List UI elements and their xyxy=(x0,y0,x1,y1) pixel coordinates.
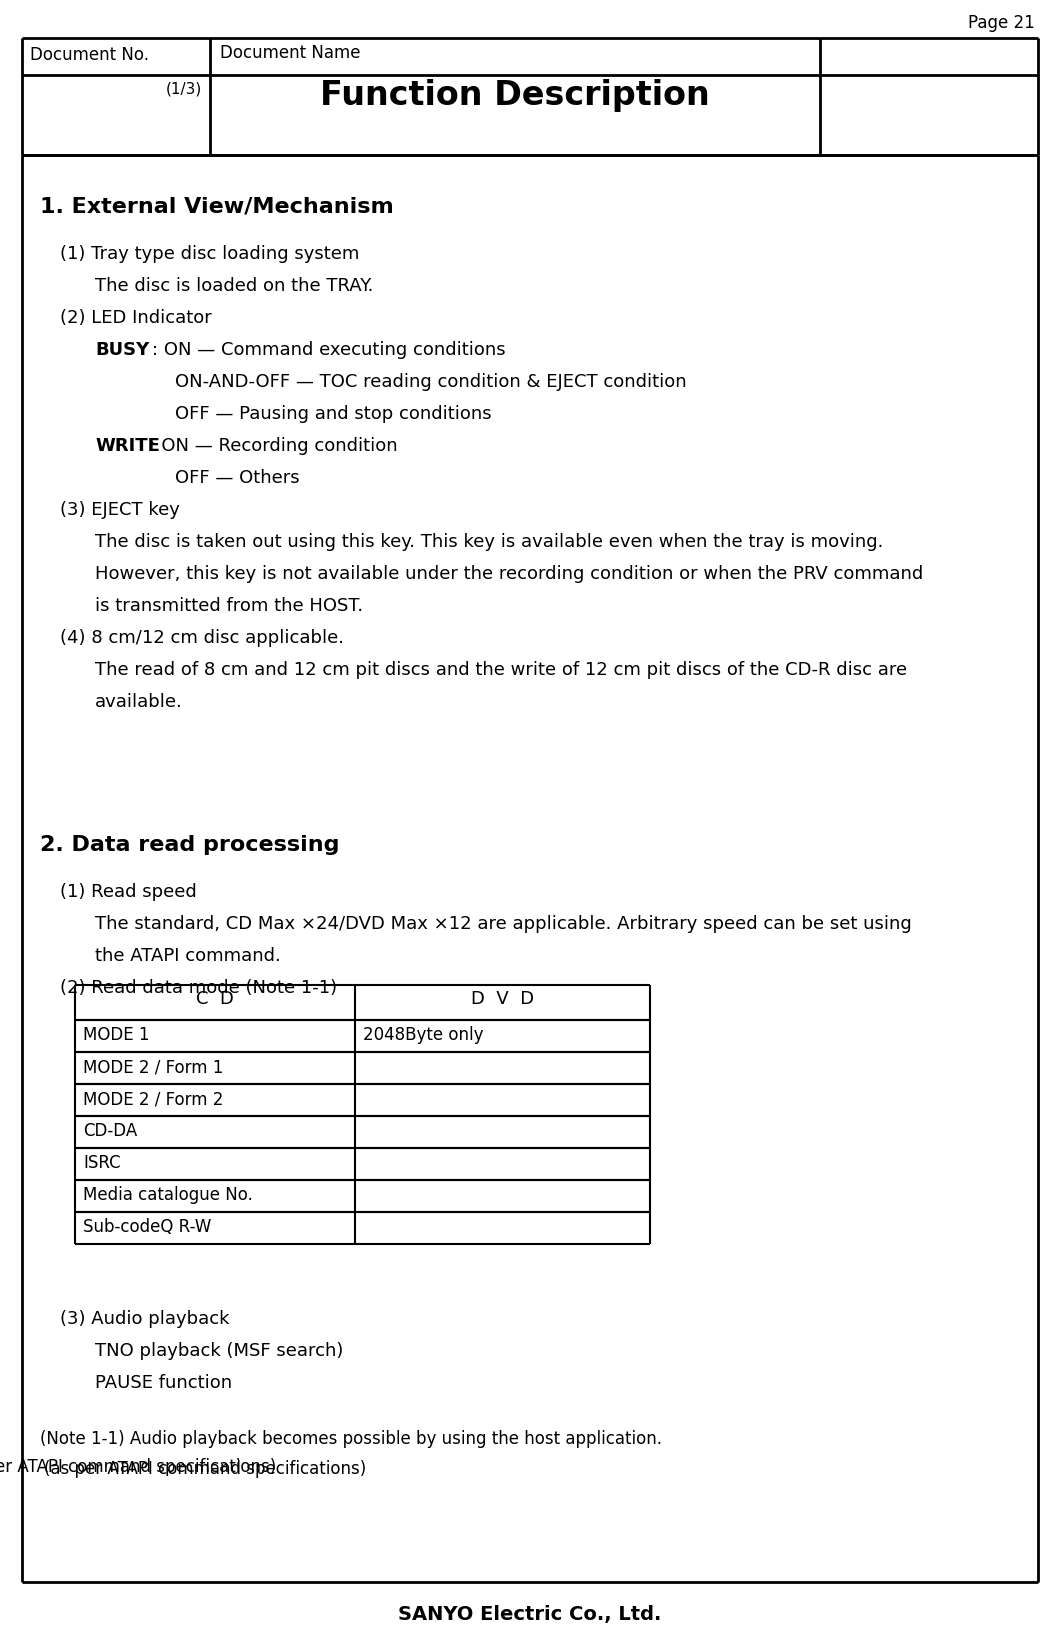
Text: MODE 1: MODE 1 xyxy=(83,1025,149,1043)
Text: The read of 8 cm and 12 cm pit discs and the write of 12 cm pit discs of the CD-: The read of 8 cm and 12 cm pit discs and… xyxy=(95,661,907,679)
Text: Document No.: Document No. xyxy=(30,46,149,63)
Text: 2. Data read processing: 2. Data read processing xyxy=(40,835,339,855)
Text: (1/3): (1/3) xyxy=(165,81,202,96)
Text: ISRC: ISRC xyxy=(83,1154,121,1172)
Text: (4) 8 cm/12 cm disc applicable.: (4) 8 cm/12 cm disc applicable. xyxy=(60,629,345,647)
Text: (1) Read speed: (1) Read speed xyxy=(60,882,197,900)
Text: MODE 2 / Form 1: MODE 2 / Form 1 xyxy=(83,1058,224,1076)
Text: CD-DA: CD-DA xyxy=(83,1121,137,1141)
Text: The disc is loaded on the TRAY.: The disc is loaded on the TRAY. xyxy=(95,276,373,296)
Text: Document Name: Document Name xyxy=(220,44,360,62)
Text: (as per ATAPI command specifications): (as per ATAPI command specifications) xyxy=(43,1459,366,1479)
Text: The disc is taken out using this key. This key is available even when the tray i: The disc is taken out using this key. Th… xyxy=(95,533,883,551)
Text: : ON — Recording condition: : ON — Recording condition xyxy=(138,437,398,455)
Text: Function Description: Function Description xyxy=(320,80,710,112)
Text: (1) Tray type disc loading system: (1) Tray type disc loading system xyxy=(60,245,359,263)
Text: the ATAPI command.: the ATAPI command. xyxy=(95,947,281,965)
Text: Media catalogue No.: Media catalogue No. xyxy=(83,1186,253,1204)
Text: Sub-codeQ R-W: Sub-codeQ R-W xyxy=(83,1219,211,1237)
Text: (3) EJECT key: (3) EJECT key xyxy=(60,500,180,518)
Text: available.: available. xyxy=(95,692,182,712)
Text: SANYO Electric Co., Ltd.: SANYO Electric Co., Ltd. xyxy=(399,1606,661,1623)
Text: However, this key is not available under the recording condition or when the PRV: However, this key is not available under… xyxy=(95,566,923,583)
Text: (Note 1-1) Audio playback becomes possible by using the host application.: (Note 1-1) Audio playback becomes possib… xyxy=(40,1430,662,1448)
Text: : ON — Command executing conditions: : ON — Command executing conditions xyxy=(129,341,506,359)
Text: D  V  D: D V D xyxy=(471,990,534,1008)
Text: 1. External View/Mechanism: 1. External View/Mechanism xyxy=(40,197,393,218)
Text: (2) Read data mode (Note 1-1): (2) Read data mode (Note 1-1) xyxy=(60,978,337,998)
Text: (3) Audio playback: (3) Audio playback xyxy=(60,1310,230,1328)
Text: (2) LED Indicator: (2) LED Indicator xyxy=(60,309,212,327)
Text: is transmitted from the HOST.: is transmitted from the HOST. xyxy=(95,596,364,614)
Text: C  D: C D xyxy=(196,990,234,1008)
Text: (as per ATAPI command specifications): (as per ATAPI command specifications) xyxy=(0,1458,276,1476)
Text: BUSY: BUSY xyxy=(95,341,149,359)
Text: PAUSE function: PAUSE function xyxy=(95,1375,232,1393)
Text: The standard, CD Max ×24/DVD Max ×12 are applicable. Arbitrary speed can be set : The standard, CD Max ×24/DVD Max ×12 are… xyxy=(95,915,912,933)
Text: WRITE: WRITE xyxy=(95,437,160,455)
Text: OFF — Others: OFF — Others xyxy=(175,470,300,487)
Text: 2048Byte only: 2048Byte only xyxy=(363,1025,483,1043)
Text: MODE 2 / Form 2: MODE 2 / Form 2 xyxy=(83,1090,224,1108)
Text: TNO playback (MSF search): TNO playback (MSF search) xyxy=(95,1342,343,1360)
Text: OFF — Pausing and stop conditions: OFF — Pausing and stop conditions xyxy=(175,405,492,422)
Text: Page 21: Page 21 xyxy=(968,15,1035,32)
Text: ON-AND-OFF — TOC reading condition & EJECT condition: ON-AND-OFF — TOC reading condition & EJE… xyxy=(175,374,687,392)
